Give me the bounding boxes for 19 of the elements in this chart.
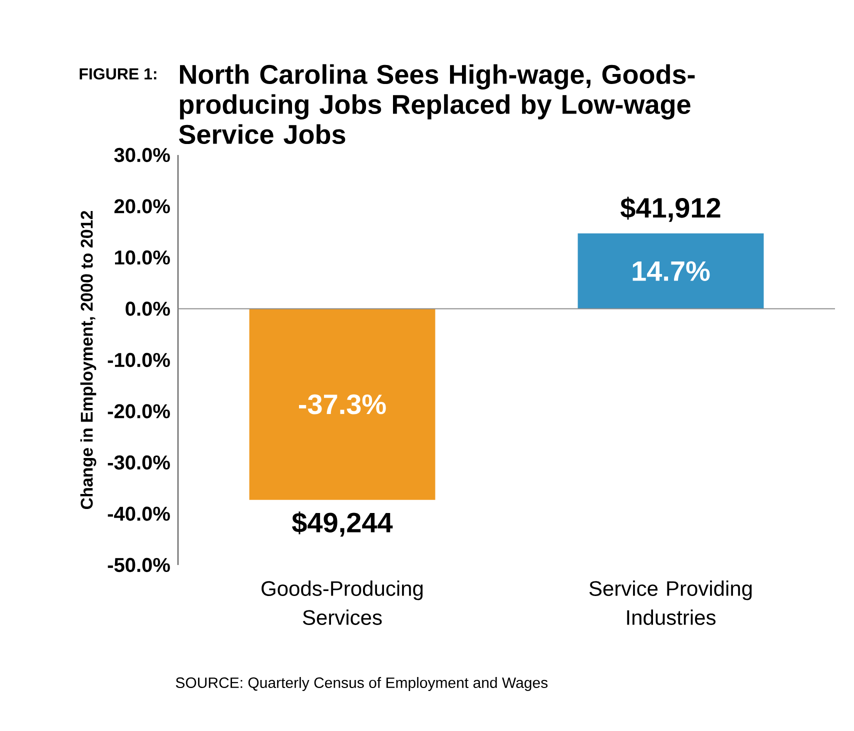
source-note: SOURCE: Quarterly Census of Employment and Wages: [176, 677, 548, 691]
y-tick-label: 20.0%: [114, 199, 170, 214]
x-tick-label: Goods-Producing Services: [262, 580, 423, 625]
annotation: $49,244: [292, 511, 393, 537]
data-label: -37.3%: [298, 394, 386, 414]
y-tick-label: 30.0%: [114, 148, 170, 162]
y-tick-label: -50.0%: [108, 558, 170, 572]
data-label: 14.7%: [632, 261, 710, 281]
y-tick-label: -30.0%: [108, 455, 170, 470]
y-tick-label: -20.0%: [108, 404, 170, 418]
y-axis-title: Change in Employment, 2000 to 2012: [80, 210, 96, 510]
y-tick-label: -40.0%: [108, 506, 170, 521]
y-tick-label: 10.0%: [115, 250, 170, 265]
x-tick-label: Service Providing Industries: [589, 580, 752, 625]
annotation: $41,912: [620, 196, 720, 222]
chart-title: North Carolina Sees High-wage, Goods-producing Jobs Replaced by Low-wage Service Jobs: [178, 64, 695, 144]
y-tick-label: 0.0%: [126, 302, 170, 316]
caption: FIGURE 1:: [80, 68, 156, 80]
y-tick-label: -10.0%: [108, 352, 170, 368]
